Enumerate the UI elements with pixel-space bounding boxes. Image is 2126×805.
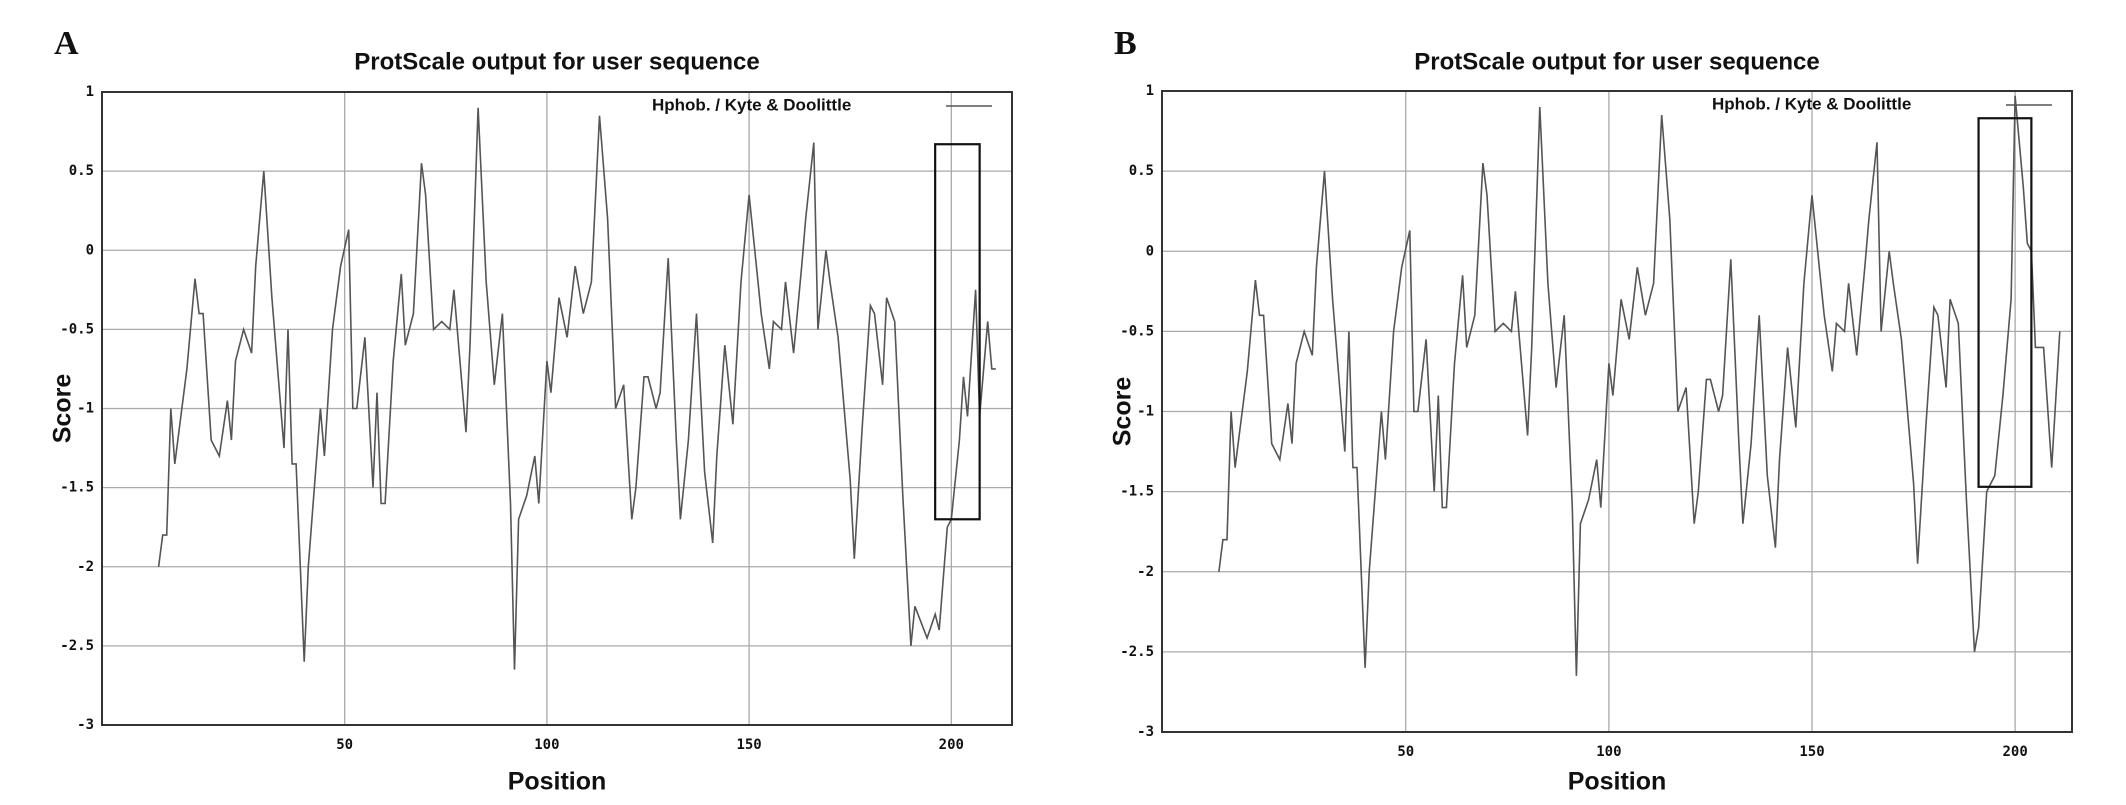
chart-title: ProtScale output for user sequence (1414, 48, 1819, 75)
x-tick-label: 200 (939, 737, 964, 753)
legend-label: Hphob. / Kyte & Doolittle (652, 95, 851, 114)
y-axis-title: Score (49, 374, 77, 444)
x-axis-title: Position (508, 768, 607, 796)
y-tick-label: -1.5 (60, 480, 94, 496)
y-tick-label: -1 (1137, 404, 1154, 420)
data-line (1218, 95, 2061, 676)
x-tick-label: 150 (1799, 744, 1824, 760)
y-tick-label: 1 (86, 84, 94, 100)
x-tick-label: 100 (1596, 744, 1621, 760)
y-axis-title: Score (1109, 377, 1137, 447)
x-axis-title: Position (1568, 768, 1667, 796)
x-tick-label: 200 (2002, 744, 2027, 760)
y-tick-label: 0.5 (69, 163, 94, 179)
y-tick-label: -0.5 (1120, 323, 1154, 339)
data-line (157, 107, 996, 670)
y-tick-label: -2.5 (1120, 644, 1154, 660)
highlight-box (934, 143, 981, 521)
x-tick-label: 100 (534, 737, 559, 753)
y-tick-label: -3 (77, 717, 94, 733)
plot-frame (1161, 90, 2073, 733)
y-tick-label: 1 (1146, 83, 1154, 99)
panel-label: A (54, 25, 79, 62)
y-tick-label: -1.5 (1120, 484, 1154, 500)
y-tick-label: -2 (77, 559, 94, 575)
y-tick-label: 0 (86, 242, 94, 258)
y-tick-label: -1 (77, 401, 94, 417)
y-tick-label: -2.5 (60, 638, 94, 654)
chart-title: ProtScale output for user sequence (354, 48, 759, 75)
y-tick-label: 0.5 (1129, 163, 1154, 179)
plot-frame (101, 91, 1013, 726)
y-tick-label: -0.5 (60, 321, 94, 337)
y-tick-label: 0 (1146, 243, 1154, 259)
x-tick-label: 50 (1397, 744, 1414, 760)
x-tick-label: 50 (336, 737, 353, 753)
legend-label: Hphob. / Kyte & Doolittle (1712, 94, 1911, 113)
highlight-box (1977, 117, 2033, 488)
panel-label: B (1114, 25, 1137, 62)
y-tick-label: -3 (1137, 724, 1154, 740)
x-tick-label: 150 (736, 737, 761, 753)
y-tick-label: -2 (1137, 564, 1154, 580)
